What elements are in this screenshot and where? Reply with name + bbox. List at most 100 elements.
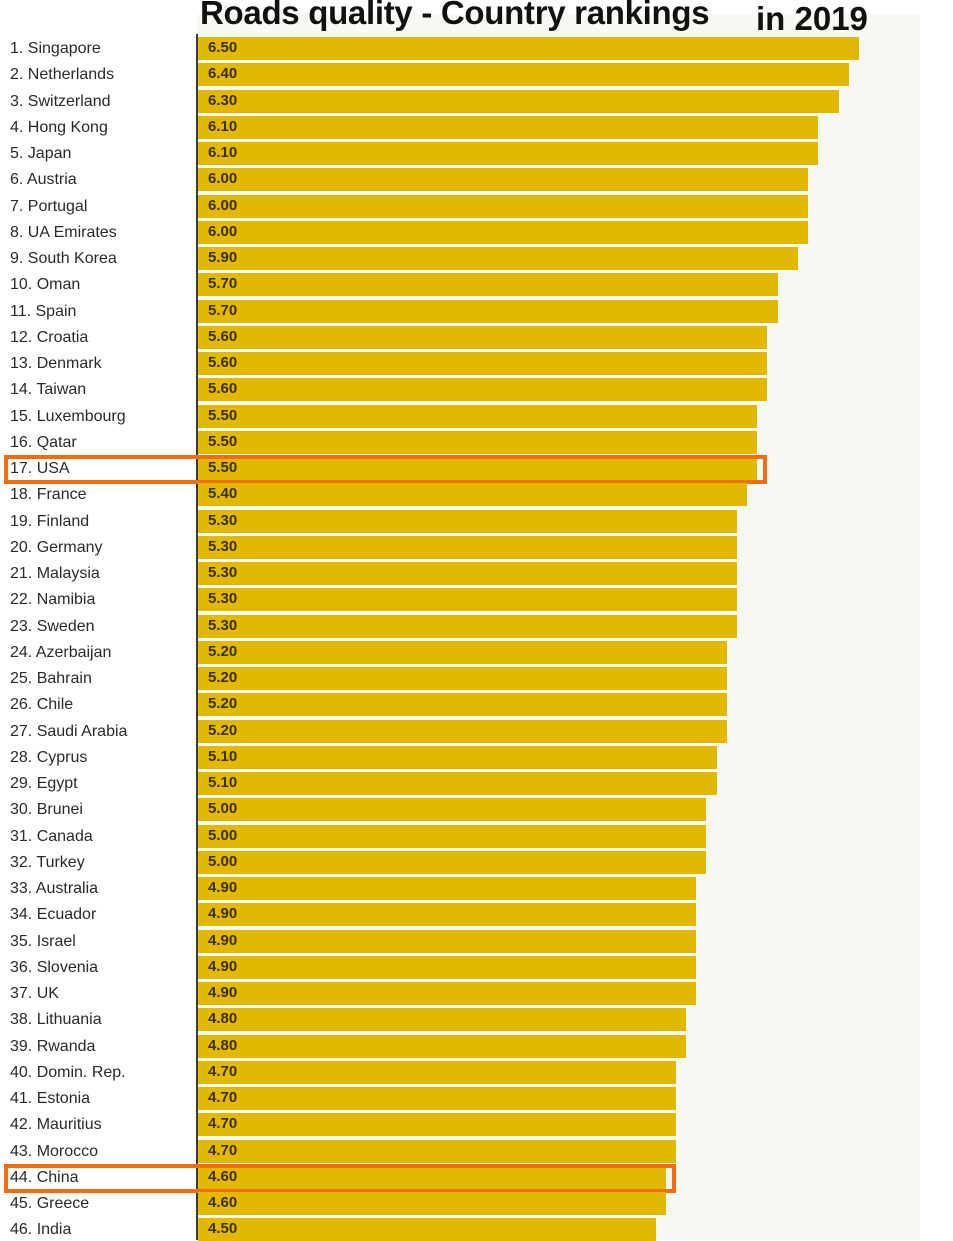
value-label-rwanda: 4.80 <box>208 1036 238 1054</box>
value-label-spain: 5.70 <box>208 301 238 319</box>
value-label-domin-rep: 4.70 <box>208 1062 238 1080</box>
value-label-morocco: 4.70 <box>208 1141 238 1159</box>
value-label-france: 5.40 <box>208 485 238 503</box>
bar-egypt <box>198 772 717 795</box>
value-label-australia: 4.90 <box>208 879 238 896</box>
category-label-japan: 5. Japan <box>10 145 72 162</box>
value-label-azerbaijan: 5.20 <box>208 642 238 660</box>
bar-mauritius <box>198 1113 676 1137</box>
value-label-austria: 6.00 <box>208 170 238 188</box>
bar-canada <box>198 824 706 848</box>
category-label-mauritius: 42. Mauritius <box>10 1116 102 1134</box>
bar-cyprus <box>198 745 717 769</box>
value-label-ua-emirates: 6.00 <box>208 222 238 240</box>
bar-china <box>198 1165 666 1189</box>
category-label-domin-rep: 40. Domin. Rep. <box>10 1063 126 1081</box>
bar-india <box>198 1218 656 1241</box>
category-label-usa: 17. USA <box>10 460 70 477</box>
category-label-australia: 33. Australia <box>10 880 99 897</box>
value-label-slovenia: 4.90 <box>208 957 238 975</box>
highlight-box-china <box>4 1163 676 1193</box>
chart-subtitle: in 2019 <box>756 0 868 37</box>
highlight-box-usa <box>4 455 767 484</box>
category-label-canada: 31. Canada <box>10 827 93 845</box>
category-label-luxembourg: 15. Luxembourg <box>10 407 126 425</box>
value-label-sweden: 5.30 <box>208 616 238 634</box>
bar-france <box>198 483 747 507</box>
category-label-spain: 11. Spain <box>10 302 77 320</box>
category-label-south-korea: 9. South Korea <box>10 250 117 267</box>
bar-denmark <box>198 352 767 375</box>
bar-taiwan <box>198 378 767 402</box>
bar-germany <box>198 535 737 559</box>
value-label-turkey: 5.00 <box>208 852 238 870</box>
value-label-egypt: 5.10 <box>208 774 238 791</box>
bar-estonia <box>198 1087 676 1110</box>
category-label-oman: 10. Oman <box>10 276 81 294</box>
category-label-malaysia: 21. Malaysia <box>10 565 100 582</box>
bar-croatia <box>198 325 767 349</box>
value-label-bahrain: 5.20 <box>208 669 238 686</box>
category-label-greece: 45. Greece <box>10 1195 90 1212</box>
category-label-turkey: 32. Turkey <box>10 853 85 871</box>
category-label-sweden: 23. Sweden <box>10 617 95 635</box>
value-label-greece: 4.60 <box>208 1194 238 1211</box>
bar-netherlands <box>198 63 849 87</box>
bar-spain <box>198 299 778 323</box>
bar-chile <box>198 693 727 717</box>
bar-azerbaijan <box>198 640 727 664</box>
value-label-taiwan: 5.60 <box>208 380 238 398</box>
value-label-ecuador: 4.90 <box>208 905 238 923</box>
value-label-switzerland: 6.30 <box>208 91 238 109</box>
value-label-finland: 5.30 <box>208 511 238 529</box>
value-label-lithuania: 4.80 <box>208 1010 238 1028</box>
bar-slovenia <box>198 955 696 979</box>
bar-austria <box>198 168 808 192</box>
category-label-rwanda: 39. Rwanda <box>10 1037 96 1055</box>
category-label-netherlands: 2. Netherlands <box>10 66 115 84</box>
category-label-chile: 26. Chile <box>10 696 74 714</box>
bar-singapore <box>198 37 859 60</box>
category-label-brunei: 30. Brunei <box>10 801 83 819</box>
category-label-india: 46. India <box>10 1221 72 1239</box>
y-axis-line <box>196 34 198 1240</box>
category-label-bahrain: 25. Bahrain <box>10 670 92 687</box>
bar-namibia <box>198 588 737 612</box>
bar-usa <box>198 457 757 480</box>
value-label-uk: 4.90 <box>208 984 238 1001</box>
bar-sweden <box>198 614 737 638</box>
bar-morocco <box>198 1139 676 1163</box>
value-label-portugal: 6.00 <box>208 196 238 214</box>
bar-malaysia <box>198 562 737 585</box>
category-label-namibia: 22. Namibia <box>10 591 96 609</box>
value-label-singapore: 6.50 <box>208 39 238 56</box>
category-label-estonia: 41. Estonia <box>10 1090 91 1107</box>
category-label-singapore: 1. Singapore <box>10 40 101 57</box>
chart-title: Roads quality - Country rankings <box>200 0 710 31</box>
bar-portugal <box>198 194 808 218</box>
value-label-netherlands: 6.40 <box>208 65 238 83</box>
bar-turkey <box>198 850 706 874</box>
value-label-cyprus: 5.10 <box>208 747 238 765</box>
bar-rwanda <box>198 1034 686 1058</box>
bar-australia <box>198 877 696 900</box>
bar-israel <box>198 929 696 953</box>
category-label-france: 18. France <box>10 486 87 504</box>
category-label-egypt: 29. Egypt <box>10 775 78 792</box>
value-label-croatia: 5.60 <box>208 327 238 345</box>
bar-brunei <box>198 798 706 822</box>
value-label-oman: 5.70 <box>208 275 238 293</box>
bar-domin-rep <box>198 1060 676 1084</box>
category-label-taiwan: 14. Taiwan <box>10 381 87 399</box>
bar-japan <box>198 142 818 165</box>
value-label-south-korea: 5.90 <box>208 249 238 266</box>
bar-switzerland <box>198 89 839 113</box>
value-label-brunei: 5.00 <box>208 800 238 818</box>
category-label-finland: 19. Finland <box>10 512 90 530</box>
bar-luxembourg <box>198 404 757 428</box>
category-label-austria: 6. Austria <box>10 171 77 189</box>
value-label-hong-kong: 6.10 <box>208 117 238 135</box>
category-label-cyprus: 28. Cyprus <box>10 748 88 766</box>
bar-finland <box>198 509 737 533</box>
bar-ua-emirates <box>198 220 808 244</box>
